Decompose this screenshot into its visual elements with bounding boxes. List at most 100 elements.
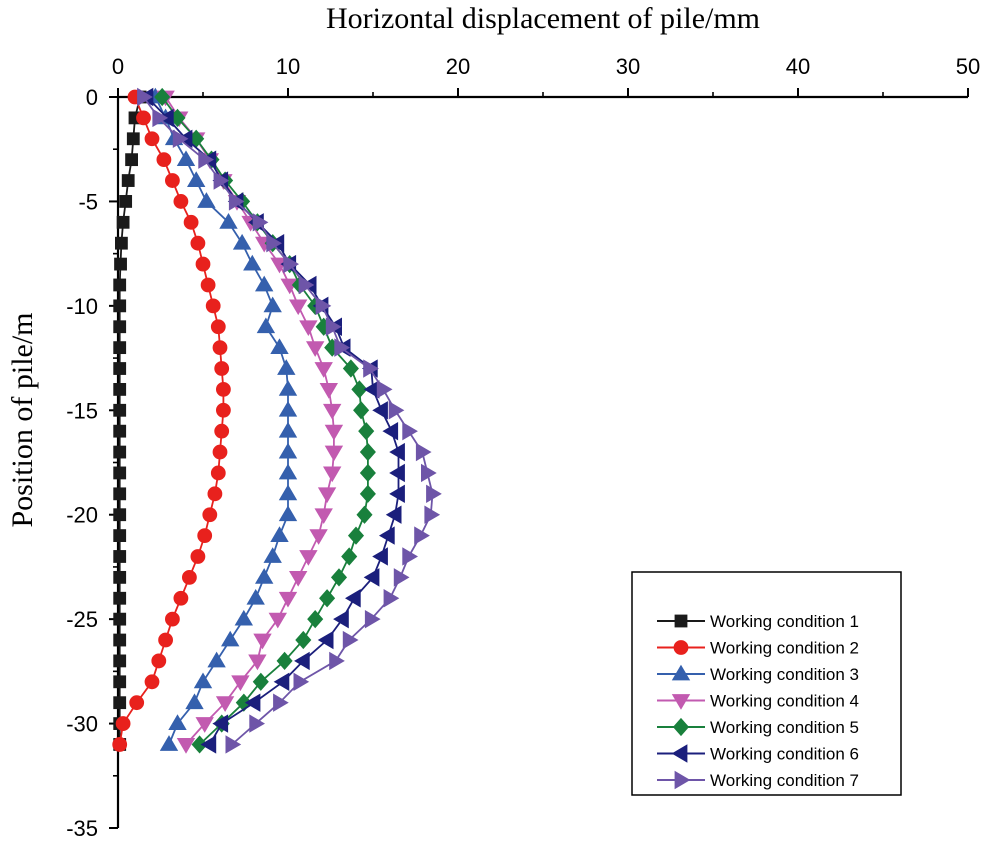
data-point	[324, 445, 344, 462]
data-point	[190, 235, 206, 251]
data-point	[270, 338, 289, 355]
data-point	[402, 421, 418, 441]
data-point	[325, 317, 342, 336]
data-point	[315, 296, 332, 316]
series-line	[118, 96, 141, 745]
data-point	[278, 505, 298, 522]
data-point	[333, 609, 349, 629]
data-point	[113, 696, 127, 710]
data-point	[219, 213, 238, 229]
data-point	[359, 442, 376, 462]
data-point	[113, 675, 127, 689]
legend-label: Working condition 2	[710, 639, 859, 658]
data-point	[277, 359, 296, 375]
data-point	[151, 653, 167, 669]
data-point	[376, 380, 393, 399]
data-point	[314, 508, 333, 525]
series-6	[137, 87, 405, 754]
data-point	[225, 735, 242, 754]
data-point	[121, 174, 135, 187]
series-7	[137, 87, 442, 754]
data-point	[113, 382, 127, 396]
data-point	[176, 150, 196, 167]
data-point	[415, 442, 432, 462]
data-point	[330, 568, 348, 587]
legend-label: Working condition 7	[710, 771, 859, 790]
data-point	[176, 738, 196, 754]
legend-label: Working condition 1	[710, 612, 859, 631]
data-point	[424, 505, 441, 524]
y-tick-label: -15	[66, 398, 98, 423]
data-point	[372, 401, 388, 420]
data-point	[113, 487, 127, 501]
data-point	[113, 508, 127, 522]
data-point	[307, 610, 324, 629]
x-tick-label: 10	[276, 54, 300, 79]
data-point	[200, 277, 216, 293]
data-point	[113, 529, 127, 542]
data-point	[426, 484, 442, 504]
legend-marker	[673, 640, 689, 655]
data-point	[273, 672, 290, 691]
data-point	[351, 380, 368, 399]
data-point	[293, 672, 310, 691]
data-point	[243, 254, 262, 271]
data-point	[159, 735, 179, 751]
data-point	[215, 402, 231, 418]
x-tick-label: 40	[786, 54, 810, 79]
data-point	[152, 108, 169, 128]
data-point	[358, 422, 375, 441]
legend-marker	[671, 694, 691, 710]
data-point	[278, 463, 298, 480]
data-point	[164, 173, 180, 188]
legend-label: Working condition 3	[710, 665, 859, 684]
data-point	[173, 194, 189, 209]
x-axis-title: Horizontal displacement of pile/mm	[326, 2, 760, 35]
data-point	[317, 487, 337, 504]
y-tick-label: -10	[66, 294, 98, 319]
data-point	[249, 714, 265, 733]
data-point	[112, 737, 128, 752]
data-point	[246, 588, 265, 605]
data-point	[207, 486, 223, 502]
series-4	[156, 90, 344, 754]
data-point	[228, 192, 245, 211]
data-point	[356, 505, 373, 524]
data-point	[113, 445, 127, 459]
legend-marker	[671, 664, 691, 681]
data-point	[113, 633, 127, 647]
data-point	[190, 549, 206, 564]
legend-label: Working condition 5	[710, 718, 859, 737]
data-point	[137, 87, 153, 107]
data-point	[221, 630, 240, 647]
data-point	[385, 505, 402, 524]
data-point	[173, 590, 189, 606]
data-point	[319, 589, 336, 608]
data-point	[364, 609, 381, 629]
data-point	[193, 672, 213, 689]
legend-marker	[671, 744, 688, 763]
y-tick-label: -25	[66, 607, 98, 632]
data-point	[113, 403, 127, 417]
series-line	[146, 96, 400, 745]
data-point	[334, 338, 350, 357]
data-point	[289, 299, 308, 316]
x-tick-label: 50	[956, 54, 980, 79]
data-point	[323, 466, 342, 483]
data-point	[278, 442, 298, 459]
legend-item: Working condition 5	[657, 717, 859, 737]
data-point	[270, 526, 289, 542]
data-point	[389, 484, 405, 504]
data-point	[185, 693, 204, 710]
series-2	[112, 89, 231, 752]
data-point	[114, 257, 127, 271]
data-point	[289, 570, 308, 587]
data-point	[372, 547, 388, 566]
data-point	[341, 547, 358, 566]
y-tick-label: -35	[66, 816, 98, 841]
data-point	[202, 507, 218, 523]
data-point	[195, 717, 214, 733]
data-point	[212, 714, 229, 733]
data-point	[268, 612, 287, 629]
